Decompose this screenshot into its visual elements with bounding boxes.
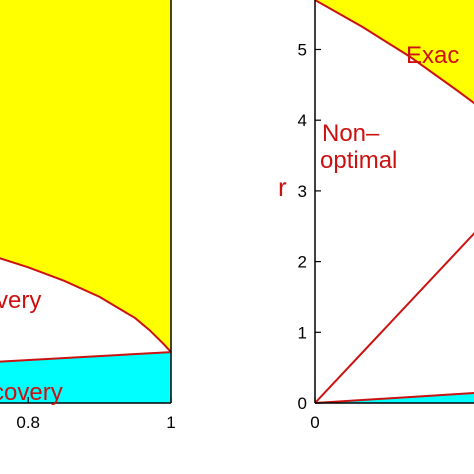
left-x-ticks: 60.81 (16, 397, 176, 432)
right-approx-boundary-line (314, 392, 474, 404)
right-x-tick-label: 0 (310, 413, 319, 432)
left-upper-boundary-line (0, 257, 172, 353)
left-region-label-approx: covery (0, 379, 63, 406)
right-y-tick-label: 2 (298, 253, 307, 272)
right-exact-boundary-line (314, 0, 474, 105)
right-region-label-non: Non– (322, 120, 380, 147)
right-y-tick-label: 4 (298, 111, 307, 130)
left-plot-area (0, 0, 172, 403)
right-region-label-optimal: optimal (320, 147, 397, 174)
left-x-tick-label: 0.8 (16, 413, 40, 432)
right-y-axis-label: r (278, 172, 287, 202)
left-x-tick-label: 1 (166, 413, 175, 432)
right-axes-frame (314, 0, 474, 404)
left-panel: 60.81 very covery (0, 0, 176, 432)
right-y-tick-label: 3 (298, 182, 307, 201)
left-region-label-middle: very (0, 287, 41, 314)
right-region-label-exact: Exac (406, 42, 459, 69)
right-plot-area (314, 0, 474, 404)
right-y-ticks: 0 1 2 3 4 5 (298, 40, 321, 413)
right-y-tick-label: 0 (298, 394, 307, 413)
left-axes-frame (0, 0, 172, 404)
left-exact-region (0, 0, 171, 353)
left-approx-region (0, 352, 171, 403)
right-panel: 0 1 2 3 4 5 00.2 r Exac Non– optimal (278, 0, 474, 432)
left-lower-boundary-line (0, 351, 172, 363)
right-x-ticks: 00.2 (310, 397, 320, 432)
right-y-tick-label: 1 (298, 323, 307, 342)
right-nonoptimal-boundary-line (314, 232, 474, 404)
right-y-tick-label: 5 (298, 40, 307, 59)
right-exact-region (315, 0, 474, 104)
